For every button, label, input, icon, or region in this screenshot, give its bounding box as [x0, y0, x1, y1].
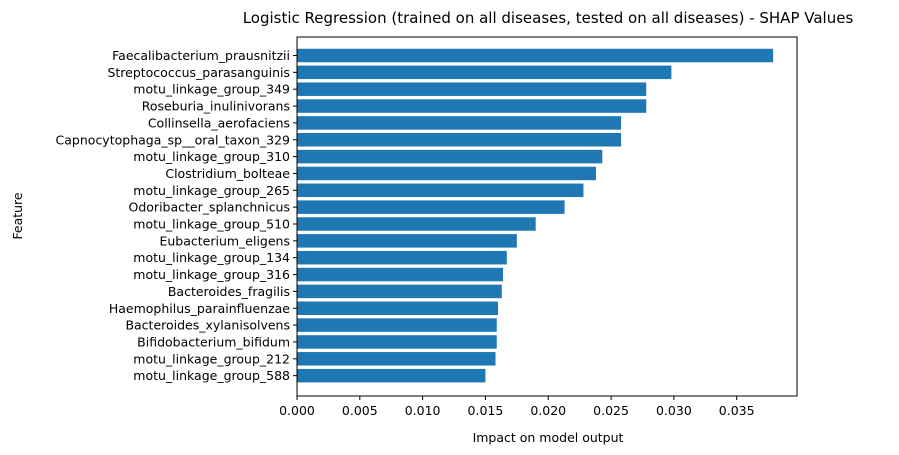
- x-tick-label: 0.030: [656, 403, 692, 418]
- bar-motu_linkage_group_349: [297, 82, 647, 96]
- x-tick-label: 0.020: [530, 403, 566, 418]
- bar-motu_linkage_group_510: [297, 217, 536, 231]
- y-tick-label: Haemophilus_parainfluenzae: [109, 301, 290, 316]
- y-tick-labels: Faecalibacterium_prausnitzii Streptococcu…: [56, 48, 297, 383]
- y-tick-label: motu_linkage_group_349: [133, 82, 290, 97]
- bar-motu_linkage_group_212: [297, 352, 496, 366]
- y-tick-label: Bacteroides_xylanisolvens: [125, 318, 290, 333]
- bar-Streptococcus_parasanguinis: [297, 65, 672, 80]
- x-ticks: 0.000 0.005 0.010 0.015 0.020 0.025 0.030 0.035: [279, 396, 755, 418]
- bar-motu_linkage_group_310: [297, 149, 603, 164]
- x-axis-title: Impact on model output: [473, 430, 624, 445]
- y-tick-label: Eubacterium_eligens: [159, 233, 290, 248]
- bar-Bifidobacterium_bifidum: [297, 335, 497, 349]
- y-tick-label: Roseburia_inulinivorans: [142, 99, 290, 114]
- y-axis-title: Feature: [10, 192, 25, 240]
- bar-Odoribacter_splanchnicus: [297, 200, 565, 214]
- y-tick-label: motu_linkage_group_265: [133, 183, 290, 198]
- y-tick-label: motu_linkage_group_134: [133, 250, 290, 265]
- chart-title: Logistic Regression (trained on all dise…: [243, 9, 854, 27]
- y-tick-label: Clostridium_bolteae: [165, 166, 290, 181]
- bar-Capnocytophaga_sp__oral_taxon_329: [297, 133, 622, 147]
- bar-motu_linkage_group_316: [297, 267, 504, 282]
- y-tick-label: motu_linkage_group_510: [133, 217, 290, 232]
- bar-Eubacterium_eligens: [297, 234, 517, 248]
- bar-Clostridium_bolteae: [297, 166, 596, 181]
- x-tick-label: 0.000: [279, 403, 315, 418]
- y-tick-label: Streptococcus_parasanguinis: [107, 65, 290, 80]
- bar-Bacteroides_xylanisolvens: [297, 318, 497, 332]
- y-tick-label: Bifidobacterium_bifidum: [137, 334, 290, 349]
- bar-motu_linkage_group_134: [297, 250, 507, 265]
- bar-Roseburia_inulinivorans: [297, 99, 647, 113]
- x-tick-label: 0.025: [593, 403, 629, 418]
- bar-motu_linkage_group_588: [297, 368, 486, 383]
- bar-Faecalibacterium_prausnitzii: [297, 48, 774, 63]
- y-tick-label: Odoribacter_splanchnicus: [129, 200, 290, 215]
- bar-Haemophilus_parainfluenzae: [297, 301, 499, 315]
- bar-Collinsella_aerofaciens: [297, 116, 622, 130]
- x-tick-label: 0.005: [342, 403, 378, 418]
- y-tick-label: Bacteroides_fragilis: [168, 284, 290, 299]
- y-tick-label: Collinsella_aerofaciens: [148, 115, 290, 130]
- bars-group: [297, 48, 774, 383]
- bar-motu_linkage_group_265: [297, 183, 584, 198]
- y-tick-label: Faecalibacterium_prausnitzii: [112, 48, 290, 63]
- y-tick-label: motu_linkage_group_316: [133, 267, 290, 282]
- bar-Bacteroides_fragilis: [297, 284, 502, 299]
- x-tick-label: 0.010: [405, 403, 441, 418]
- y-tick-label: motu_linkage_group_212: [133, 351, 290, 366]
- plot-frame: [296, 36, 798, 397]
- y-tick-label: motu_linkage_group_310: [133, 149, 290, 164]
- x-tick-label: 0.015: [468, 403, 504, 418]
- y-tick-label: Capnocytophaga_sp__oral_taxon_329: [56, 132, 290, 147]
- y-tick-label: motu_linkage_group_588: [133, 368, 290, 383]
- x-tick-label: 0.035: [719, 403, 755, 418]
